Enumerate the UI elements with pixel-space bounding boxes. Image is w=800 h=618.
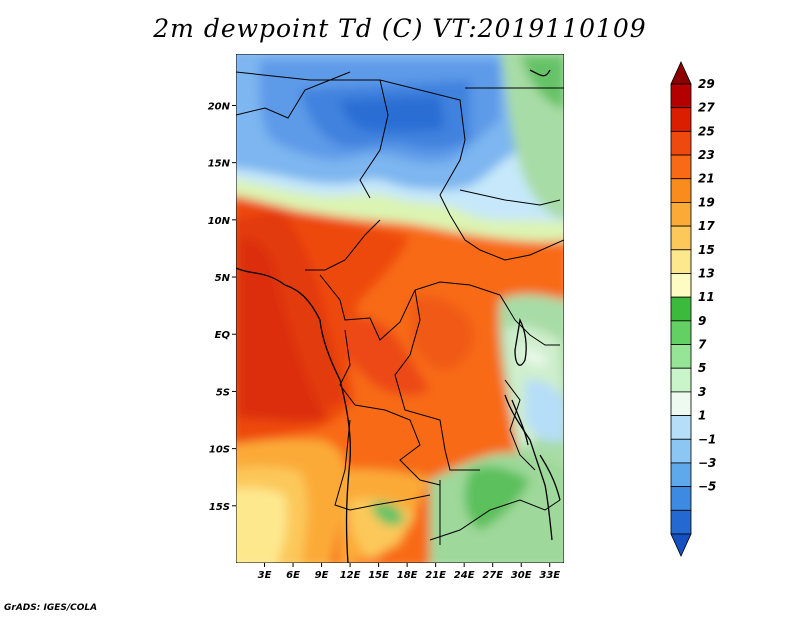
lon-tick-label: 3E	[258, 570, 272, 581]
lat-tick-label: 15S	[209, 502, 230, 513]
grads-credit: GrADS: IGES/COLA	[4, 603, 98, 613]
colorbar-swatch	[670, 367, 692, 393]
colorbar-top-arrow	[670, 61, 692, 85]
lat-tick-label: 10S	[209, 445, 230, 456]
colorbar-label: −1	[698, 432, 716, 446]
colorbar-label: −3	[698, 456, 716, 470]
colorbar-swatch	[670, 415, 692, 440]
lon-tick-label: 33E	[539, 570, 560, 581]
colorbar-label: 29	[698, 77, 715, 91]
colorbar-label: 23	[698, 148, 715, 162]
colorbar-swatch	[670, 130, 692, 156]
lon-tick-label: 15E	[368, 570, 389, 581]
colorbar-label: 7	[698, 338, 707, 352]
colorbar-swatch	[670, 296, 692, 322]
colorbar-label: 27	[698, 101, 715, 115]
colorbar-swatch	[670, 509, 692, 535]
colorbar-label: 19	[698, 195, 715, 209]
colorbar-swatch	[670, 344, 692, 369]
country-borders	[236, 71, 564, 545]
longitude-axis: 3E 6E 9E 12E 15E 18E 21E 24E 27E 30E 33E	[258, 563, 560, 581]
colorbar-swatch	[670, 249, 692, 274]
lon-tick-label: 9E	[315, 570, 329, 581]
colorbar-swatch	[670, 154, 692, 180]
lon-tick-label: 27E	[482, 570, 503, 581]
colorbar-label: 3	[698, 385, 706, 399]
page-title: 2m dewpoint Td (C) VT:2019110109	[153, 14, 647, 43]
map-plot-area	[236, 54, 564, 563]
lat-tick-label: 20N	[208, 101, 231, 112]
colorbar-swatch	[670, 83, 692, 109]
colorbar-bottom-arrow	[670, 533, 692, 557]
colorbar-swatch	[670, 225, 692, 251]
lat-tick-label: EQ	[215, 330, 231, 341]
lon-tick-label: 24E	[454, 570, 475, 581]
colorbar-swatch	[670, 486, 692, 511]
colorbar-label: 15	[698, 243, 715, 257]
lon-tick-label: 6E	[286, 570, 300, 581]
lat-tick-label: 5S	[216, 387, 230, 398]
colorbar-swatch	[670, 273, 692, 298]
colorbar-label: −5	[698, 480, 716, 494]
colorbar-swatch	[670, 178, 692, 203]
lon-tick-label: 18E	[397, 570, 418, 581]
lon-tick-label: 30E	[511, 570, 532, 581]
lon-tick-label: 12E	[340, 570, 361, 581]
colorbar-swatch	[670, 202, 692, 227]
colorbar-label: 21	[698, 172, 715, 186]
colorbar-label: 9	[698, 314, 706, 328]
lat-tick-label: 15N	[208, 159, 231, 170]
lon-tick-label: 21E	[425, 570, 446, 581]
colorbar-label: 1	[698, 409, 706, 423]
colorbar-label: 13	[698, 266, 715, 280]
colorbar-label: 5	[698, 361, 706, 375]
colorbar-swatch	[670, 391, 692, 416]
colorbar-swatch	[670, 462, 692, 488]
lat-tick-label: 5N	[215, 273, 231, 284]
colorbar-label: 17	[698, 219, 715, 233]
colorbar-swatch	[670, 438, 692, 464]
latitude-axis: 20N 15N 10N 5N EQ 5S 10S 15S	[208, 101, 236, 513]
lat-tick-label: 10N	[208, 216, 231, 227]
colorbar: 29 27 25 23 21 19 17 15 13 11 9 7 5 3 1 −1 −3 −5	[670, 61, 716, 557]
coastlines	[236, 69, 561, 563]
colorbar-swatch	[670, 320, 692, 345]
dewpoint-field	[236, 54, 564, 563]
colorbar-swatch	[670, 107, 692, 132]
colorbar-label: 25	[698, 124, 715, 138]
colorbar-label: 11	[698, 290, 715, 304]
